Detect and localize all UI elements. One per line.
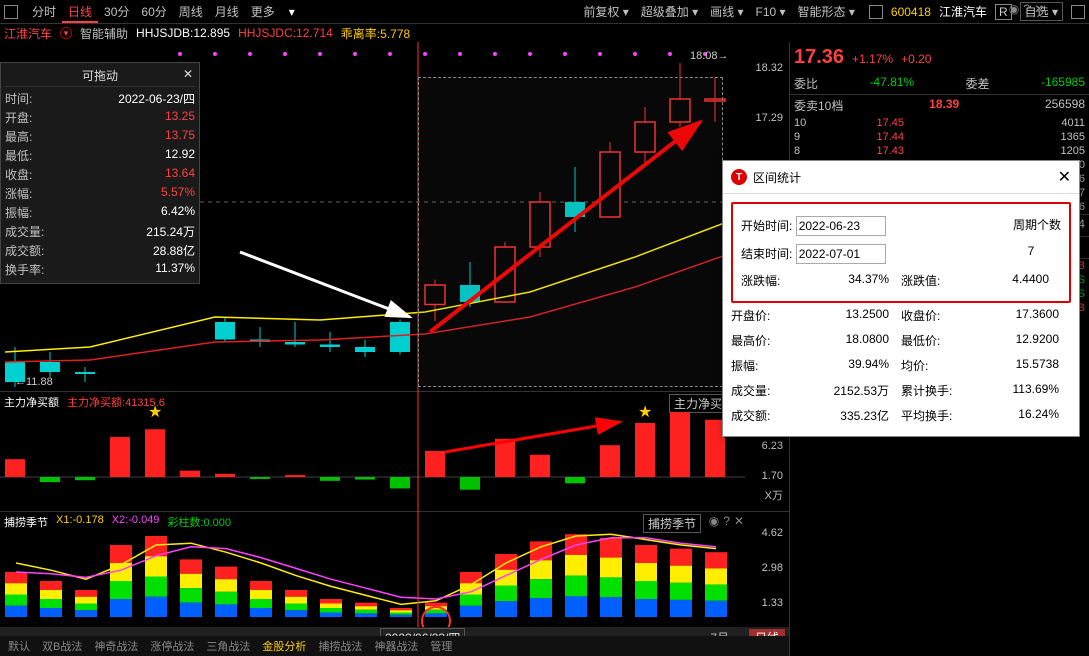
close-icon[interactable]: ✕ — [734, 514, 744, 528]
period-tab-分时[interactable]: 分时 — [26, 3, 62, 21]
strategy-tab[interactable]: 神奇战法 — [94, 638, 138, 654]
book-row[interactable]: 917.441365 — [790, 130, 1089, 144]
stock-code[interactable]: 600418 — [891, 5, 931, 19]
hhjsjdb: HHJSJDB:12.895 — [136, 26, 230, 40]
x2: X2:-0.049 — [112, 514, 160, 530]
box2-icon[interactable] — [869, 5, 883, 19]
period-tab-周线[interactable]: 周线 — [173, 3, 209, 21]
help-icon[interactable]: ? — [723, 514, 730, 528]
tool-智能形态[interactable]: 智能形态 ▾ — [792, 3, 861, 21]
indicator-line: 江淮汽车 ▾ 智能辅助 HHJSJDB:12.895 HHJSJDC:12.71… — [0, 24, 1089, 42]
pct-label: 涨跌幅: — [741, 272, 780, 289]
x1: X1:-0.178 — [56, 514, 104, 530]
svg-text:←11.88: ←11.88 — [15, 376, 53, 388]
ohlc-tooltip[interactable]: 可拖动 ✕ 时间:2022-06-23/四开盘:13.25最高:13.75最低:… — [0, 62, 200, 284]
wb-label: 委比 — [794, 75, 818, 92]
top-toolbar: 分时日线30分60分周线月线更多 ▾ 前复权 ▾超级叠加 ▾画线 ▾F10 ▾智… — [0, 0, 1089, 24]
period-label: 周期个数 — [1013, 218, 1061, 232]
strategy-tab[interactable]: 神器战法 — [374, 638, 418, 654]
hhjsjdc: HHJSJDC:12.714 — [238, 26, 333, 40]
sell-top-qty: 256598 — [1045, 97, 1085, 114]
close-icon[interactable]: ✕ — [1034, 2, 1044, 16]
panel2-val: 主力净买额:41315.6 — [67, 394, 165, 410]
start-label: 开始时间: — [741, 219, 792, 233]
strategy-tab[interactable]: 三角战法 — [206, 638, 250, 654]
panel3-title: 捕捞季节 — [4, 514, 48, 530]
strategy-tabs: 默认双B战法神奇战法涨停战法三角战法金股分析捕捞战法神器战法管理 — [0, 636, 789, 656]
wc-val: -165985 — [1041, 75, 1085, 92]
svg-text:★: ★ — [638, 404, 652, 421]
guaili: 乖离率:5.778 — [341, 25, 410, 42]
end-label: 结束时间: — [741, 247, 792, 261]
strategy-tab[interactable]: 金股分析 — [262, 638, 306, 654]
abs-change: +0.20 — [901, 52, 931, 66]
strategy-tab[interactable]: 捕捞战法 — [318, 638, 362, 654]
chg-value: 4.4400 — [1012, 272, 1049, 289]
sell-top-price: 18.39 — [929, 97, 959, 114]
assist-label[interactable]: 智能辅助 — [80, 25, 128, 42]
chg-label: 涨跌值: — [901, 272, 940, 289]
wc-label: 委差 — [966, 75, 990, 92]
tool-前复权[interactable]: 前复权 ▾ — [577, 3, 634, 21]
end-date-input[interactable] — [796, 244, 886, 264]
interval-stats-popup[interactable]: T 区间统计 ✕ 开始时间: 周期个数 结束时间: 7 涨跌幅: 34.37% 涨… — [722, 160, 1080, 437]
eye-icon[interactable]: ◉ — [1009, 2, 1019, 16]
close-icon[interactable]: ✕ — [1058, 167, 1071, 187]
stock-name[interactable]: 江淮汽车 — [939, 3, 987, 20]
down-circle-icon[interactable]: ▾ — [60, 27, 72, 39]
panel3-yaxis: 4.622.981.33 — [747, 512, 787, 627]
svg-text:18.08→: 18.08→ — [690, 50, 729, 62]
strategy-tab[interactable]: 双B战法 — [42, 638, 82, 654]
cz: 彩柱数:0.000 — [167, 514, 231, 530]
netbuy-panel[interactable]: 主力净买额 主力净买额:41315.6 主力净买额 ★★ 10.706.231.… — [0, 392, 789, 512]
selection-rect — [418, 77, 723, 387]
tooltip-header[interactable]: 可拖动 ✕ — [5, 67, 195, 87]
tool-画线[interactable]: 画线 ▾ — [704, 3, 749, 21]
tool-F10[interactable]: F10 ▾ — [749, 3, 791, 21]
panel1-controls: ◉ ? ✕ — [1009, 2, 1044, 16]
eye-icon[interactable]: ◉ — [709, 514, 719, 528]
app-logo-icon: T — [731, 169, 747, 185]
period-tab-日线[interactable]: 日线 — [62, 3, 98, 23]
pct-change: +1.17% — [852, 52, 893, 66]
box3-icon[interactable] — [1071, 5, 1085, 19]
period-tab-30分[interactable]: 30分 — [98, 3, 135, 21]
tool-超级叠加[interactable]: 超级叠加 ▾ — [635, 3, 704, 21]
panel2-title: 主力净买额 — [4, 394, 59, 410]
more-arrow-icon[interactable]: ▾ — [289, 5, 295, 19]
start-date-input[interactable] — [796, 216, 886, 236]
kline-panel[interactable]: 18.08→←11.88 18.3217.2916.26 可拖动 ✕ 时间:20… — [0, 42, 789, 392]
panel3-controls: ◉ ? ✕ — [709, 514, 744, 528]
period-tab-月线[interactable]: 月线 — [209, 3, 245, 21]
stock-name-2: 江淮汽车 — [4, 25, 52, 42]
popup-title: 区间统计 — [753, 169, 801, 186]
panel3-tag: 捕捞季节 — [643, 514, 701, 533]
period-tab-更多[interactable]: 更多 — [245, 3, 281, 21]
strategy-tab[interactable]: 默认 — [8, 638, 30, 654]
bulao-panel[interactable]: 捕捞季节 X1:-0.178 X2:-0.049 彩柱数:0.000 捕捞季节 … — [0, 512, 789, 627]
book-row[interactable]: 817.431205 — [790, 144, 1089, 158]
period-value: 7 — [1001, 244, 1061, 264]
strategy-tab[interactable]: 涨停战法 — [150, 638, 194, 654]
period-tab-60分[interactable]: 60分 — [135, 3, 172, 21]
book-row[interactable]: 1017.454011 — [790, 116, 1089, 130]
pct-value: 34.37% — [848, 272, 889, 289]
help-icon[interactable]: ? — [1023, 2, 1030, 16]
wb-val: -47.81% — [869, 75, 914, 92]
last-price: 17.36 — [794, 46, 844, 69]
chart-area: 18.08→←11.88 18.3217.2916.26 可拖动 ✕ 时间:20… — [0, 42, 789, 656]
close-icon[interactable]: ✕ — [183, 67, 193, 81]
sell-header: 委卖10档 — [794, 97, 843, 114]
box-icon[interactable] — [4, 5, 18, 19]
strategy-tab[interactable]: 管理 — [430, 638, 452, 654]
